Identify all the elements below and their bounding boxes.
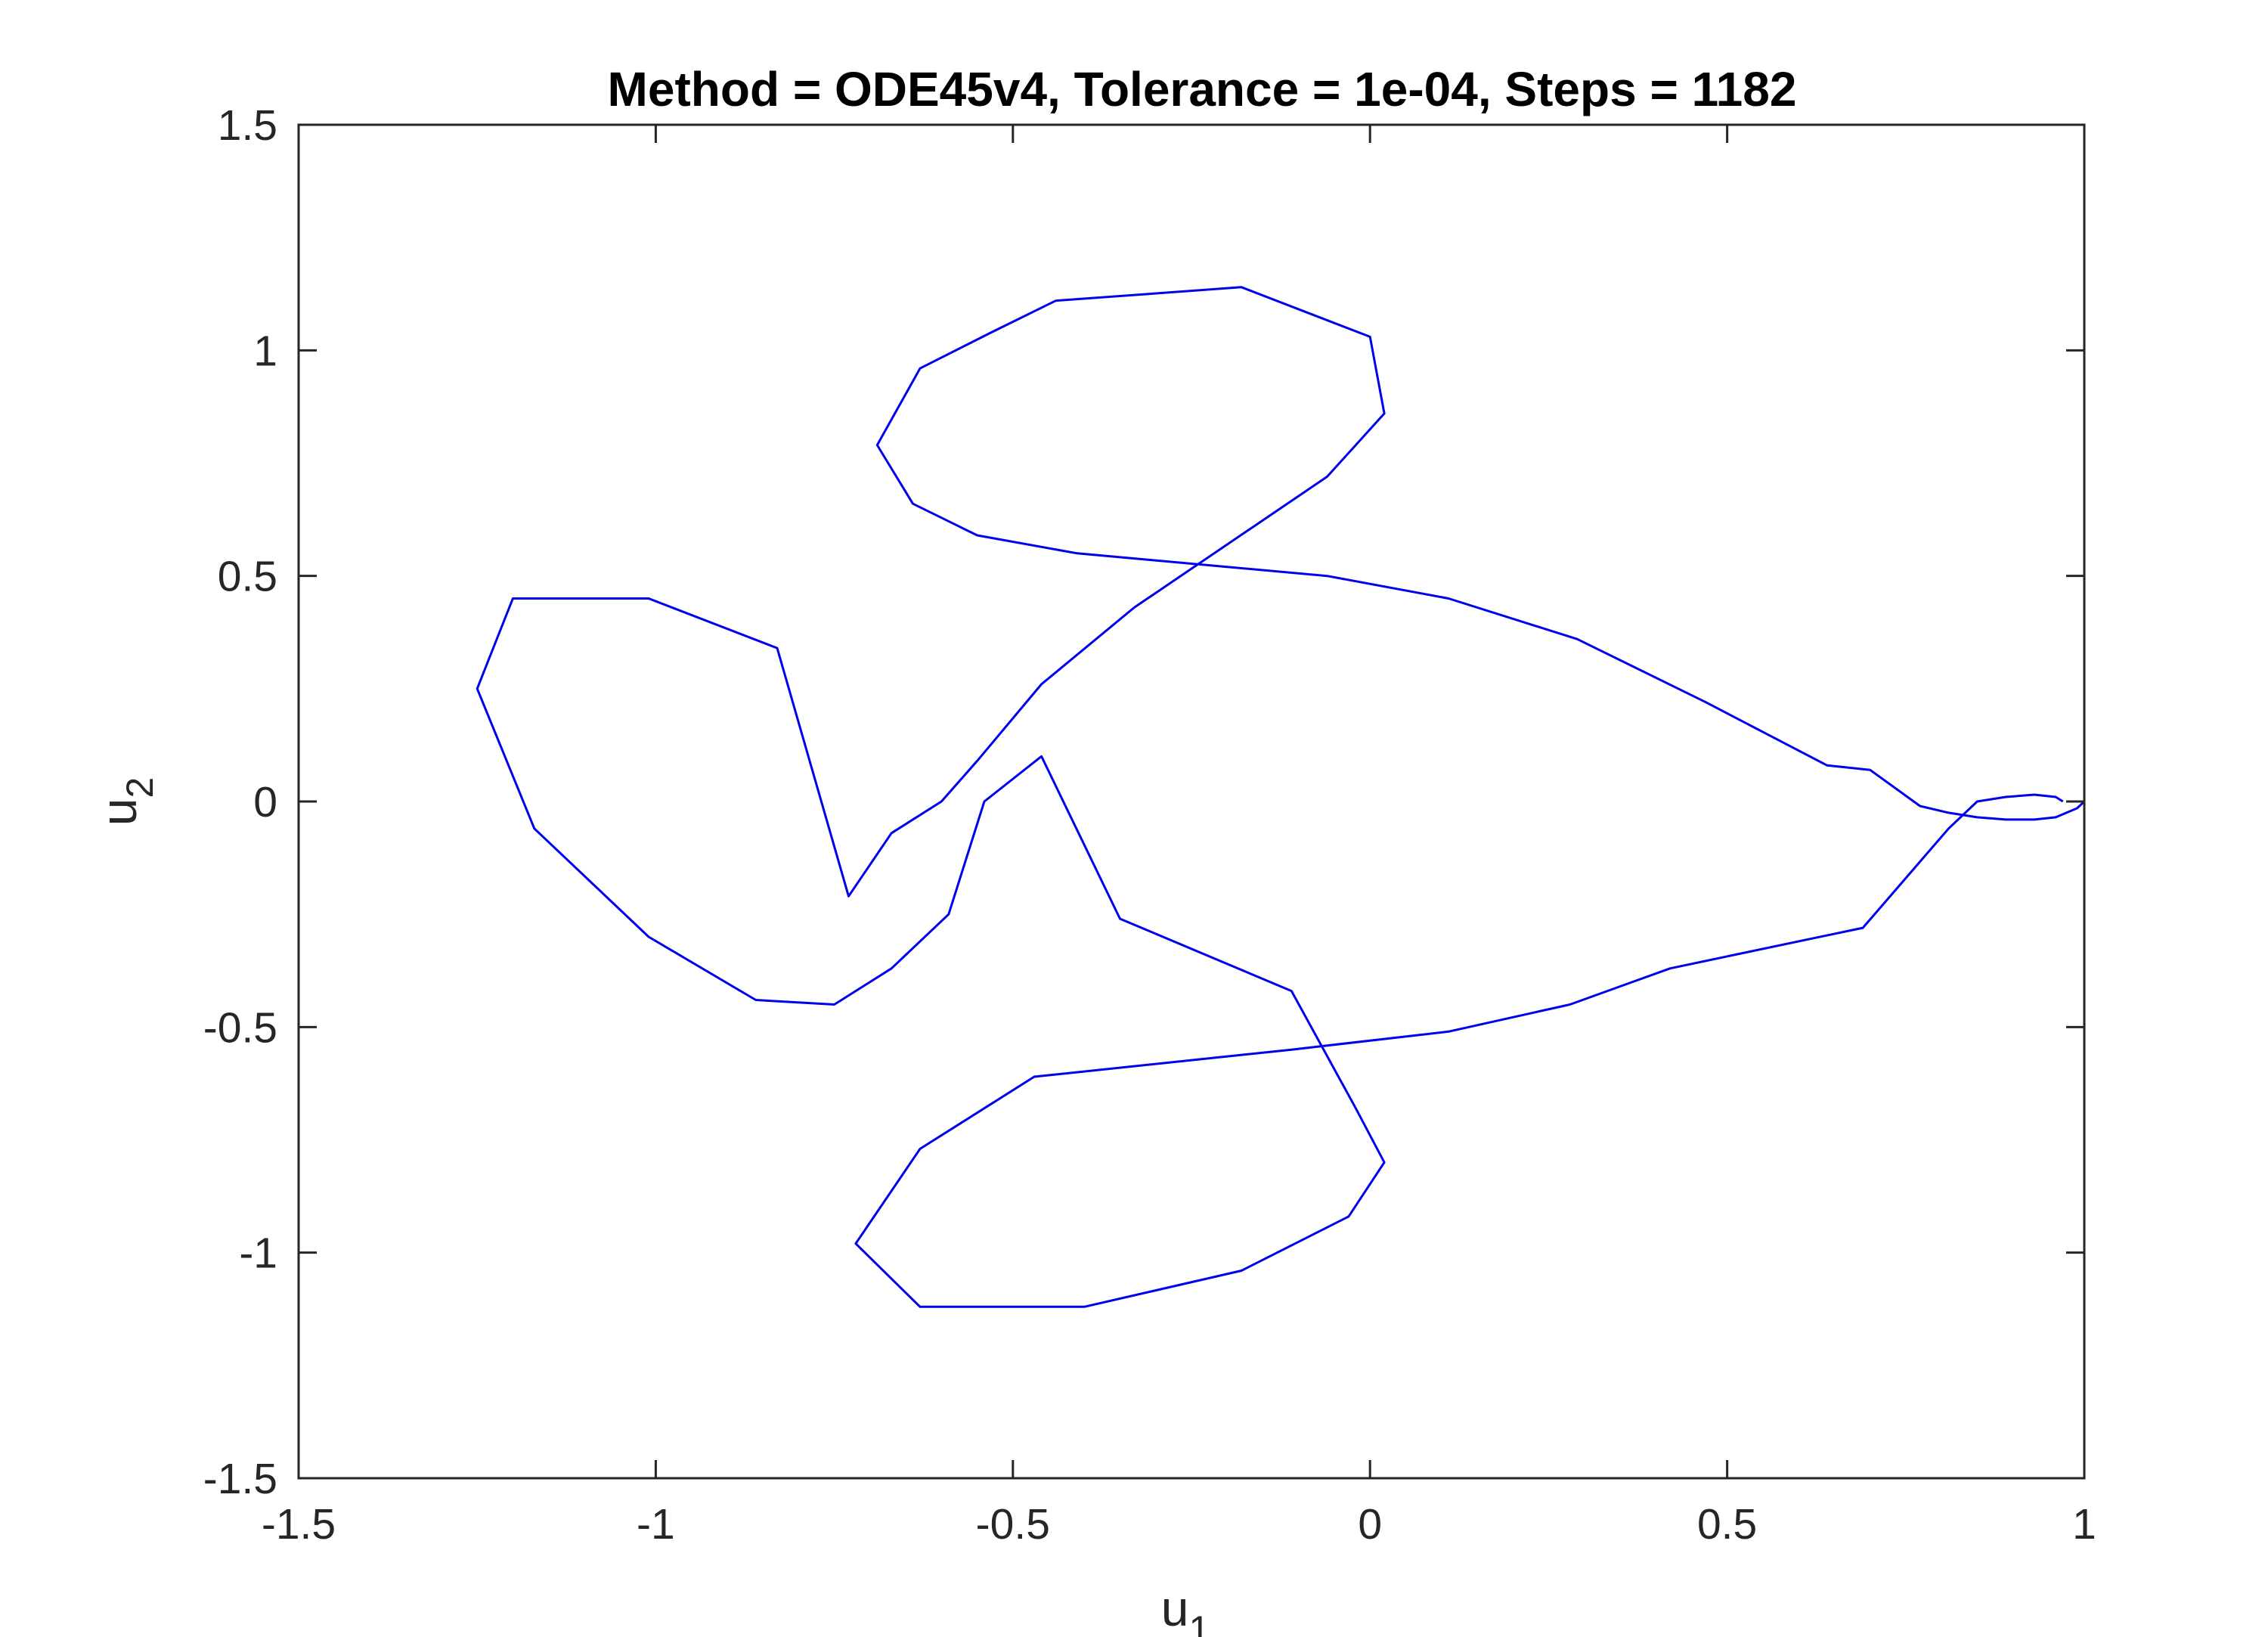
y-tick-label: 0.5 bbox=[218, 553, 277, 601]
y-axis-label-base: u bbox=[91, 798, 147, 826]
y-axis-ticks: -1.5 -1 -0.5 0 0.5 1 1.5 bbox=[203, 101, 2084, 1503]
y-tick-label: 0 bbox=[253, 778, 277, 826]
x-axis-ticks: -1.5 -1 -0.5 0 0.5 1 bbox=[262, 125, 2096, 1549]
y-axis-label-subscript: 2 bbox=[119, 777, 161, 798]
x-tick-label: 0 bbox=[1358, 1500, 1382, 1549]
y-tick-label: -1.5 bbox=[203, 1455, 277, 1503]
x-tick-label: -0.5 bbox=[976, 1500, 1050, 1549]
x-tick-label: 0.5 bbox=[1697, 1500, 1757, 1549]
x-axis-label: u1 bbox=[1161, 1580, 1210, 1637]
plot-area: -1.5 -1 -0.5 0 0.5 1 -1.5 -1 -0.5 0 0.5 1 1.5 bbox=[203, 101, 2096, 1549]
x-tick-label: -1.5 bbox=[262, 1500, 336, 1549]
trajectory-line bbox=[476, 286, 2086, 1308]
y-tick-label: -1 bbox=[239, 1229, 277, 1278]
x-tick-label: 1 bbox=[2072, 1500, 2096, 1549]
x-axis-label-subscript: 1 bbox=[1188, 1608, 1210, 1637]
chart-title: Method = ODE45v4, Tolerance = 1e-04, Ste… bbox=[608, 62, 1797, 116]
x-axis-label-base: u bbox=[1161, 1580, 1189, 1636]
x-tick-label: -1 bbox=[637, 1500, 675, 1549]
y-axis-label: u2 bbox=[91, 777, 161, 826]
y-tick-label: 1.5 bbox=[218, 101, 277, 150]
plot-background bbox=[299, 125, 2084, 1478]
trajectory-layer bbox=[476, 286, 2086, 1308]
y-tick-label: 1 bbox=[253, 327, 277, 375]
y-tick-label: -0.5 bbox=[203, 1003, 277, 1052]
